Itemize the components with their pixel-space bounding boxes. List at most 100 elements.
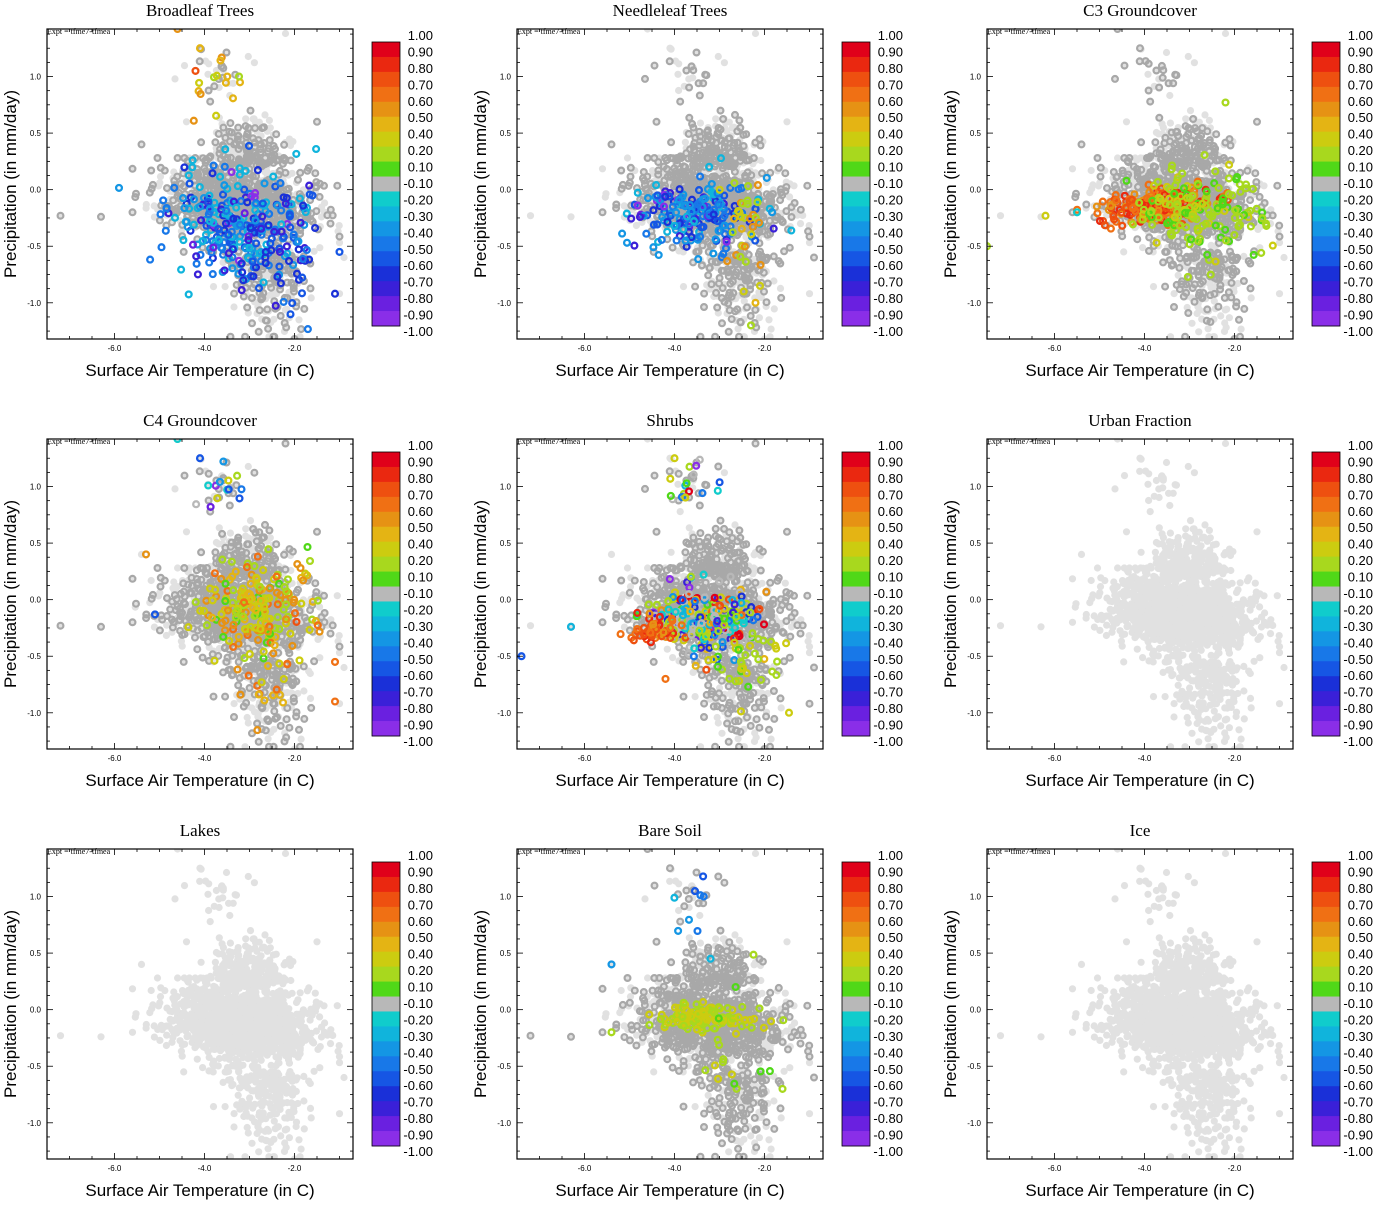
colorbar-label: -0.40 [403,225,433,240]
data-point [599,165,606,172]
y-tick-label: 0.0 [30,186,42,195]
data-point [250,115,257,122]
colorbar-label: 1.00 [408,28,433,43]
data-point [697,120,704,127]
y-tick-label: 1.0 [30,73,42,82]
data-point [269,236,275,242]
data-point [765,316,772,323]
data-point [251,59,258,66]
colorbar-label: 0.80 [408,61,433,76]
data-point [230,303,237,310]
colorbar-label: -0.20 [403,192,433,207]
data-point [206,260,212,266]
data-point [210,271,216,277]
data-point [771,305,778,312]
data-point [163,228,169,234]
data-point [296,247,302,253]
data-point [305,326,311,332]
data-point [222,283,229,290]
x-tick-label: -6.0 [108,344,122,353]
colorbar-label: 0.90 [408,44,433,59]
x-tick-label: -2.0 [288,344,302,353]
data-point [196,80,202,86]
data-point [783,118,790,125]
data-point [675,87,682,94]
data-point [289,170,296,177]
data-point [806,290,813,297]
data-point [159,244,165,250]
data-point [337,249,343,255]
colorbar: 1.000.900.800.700.600.500.400.200.10-0.1… [372,28,433,339]
colorbar-swatch [372,102,400,117]
data-point [195,272,201,278]
data-point [160,198,166,204]
colorbar-swatch [372,177,400,192]
data-point [689,74,696,81]
data-point [308,294,315,301]
colorbar-swatch [372,296,400,311]
data-point [624,154,631,161]
colorbar-swatch [372,72,400,87]
colorbar-label: -0.60 [403,258,433,273]
colorbar-label: -0.80 [403,291,433,306]
data-point [186,292,192,298]
colorbar-swatch [372,266,400,281]
data-point [158,211,164,217]
colorbar-swatch [372,251,400,266]
colorbar-label: -0.70 [403,275,433,290]
y-tick-label: 0.5 [30,129,42,138]
colorbar-swatch [372,162,400,177]
data-point [715,53,722,60]
data-point [313,146,319,152]
colorbar-swatch [372,221,400,236]
data-point [295,316,302,323]
data-point [777,285,784,292]
data-point [790,182,797,189]
data-point [797,220,804,227]
y-axis-label: Precipitation (in mm/day) [1,90,20,278]
data-point [680,283,687,290]
colorbar-swatch [372,311,400,326]
colorbar-label: -1.00 [403,324,433,339]
data-point [116,185,122,191]
data-point [193,68,199,74]
data-point [282,30,289,37]
data-point [712,115,719,122]
data-point [289,300,295,306]
plot-area [57,25,348,342]
panel-title: Broadleaf Trees [146,1,254,20]
data-point [143,205,150,212]
data-point [527,212,534,219]
panel-title: Needleleaf Trees [613,1,728,20]
data-point [219,246,225,252]
data-point [245,53,252,60]
data-point [182,165,188,171]
colorbar-swatch [372,57,400,72]
colorbar-swatch [372,206,400,221]
data-point [171,75,178,82]
colorbar-label: 0.40 [408,127,433,142]
data-point [205,60,212,67]
y-tick-label: -1.0 [27,299,41,308]
x-axis-label: Surface Air Temperature (in C) [85,361,314,380]
data-point [185,224,191,230]
data-point [183,118,190,125]
data-point [316,244,323,251]
x-tick-label: -4.0 [198,344,212,353]
colorbar-label: -0.10 [403,176,433,191]
data-point [332,291,338,297]
colorbar-swatch [372,281,400,296]
colorbar-label: -0.30 [403,209,433,224]
data-point [224,74,230,80]
data-point [230,95,236,101]
colorbar-swatch [372,117,400,132]
data-point [242,115,249,122]
data-point [194,261,200,267]
data-point [281,299,287,305]
colorbar-swatch [372,191,400,206]
colorbar-swatch [372,42,400,57]
data-point [666,45,673,52]
expt-label: Expt = tfme7-tfmea [47,27,111,36]
